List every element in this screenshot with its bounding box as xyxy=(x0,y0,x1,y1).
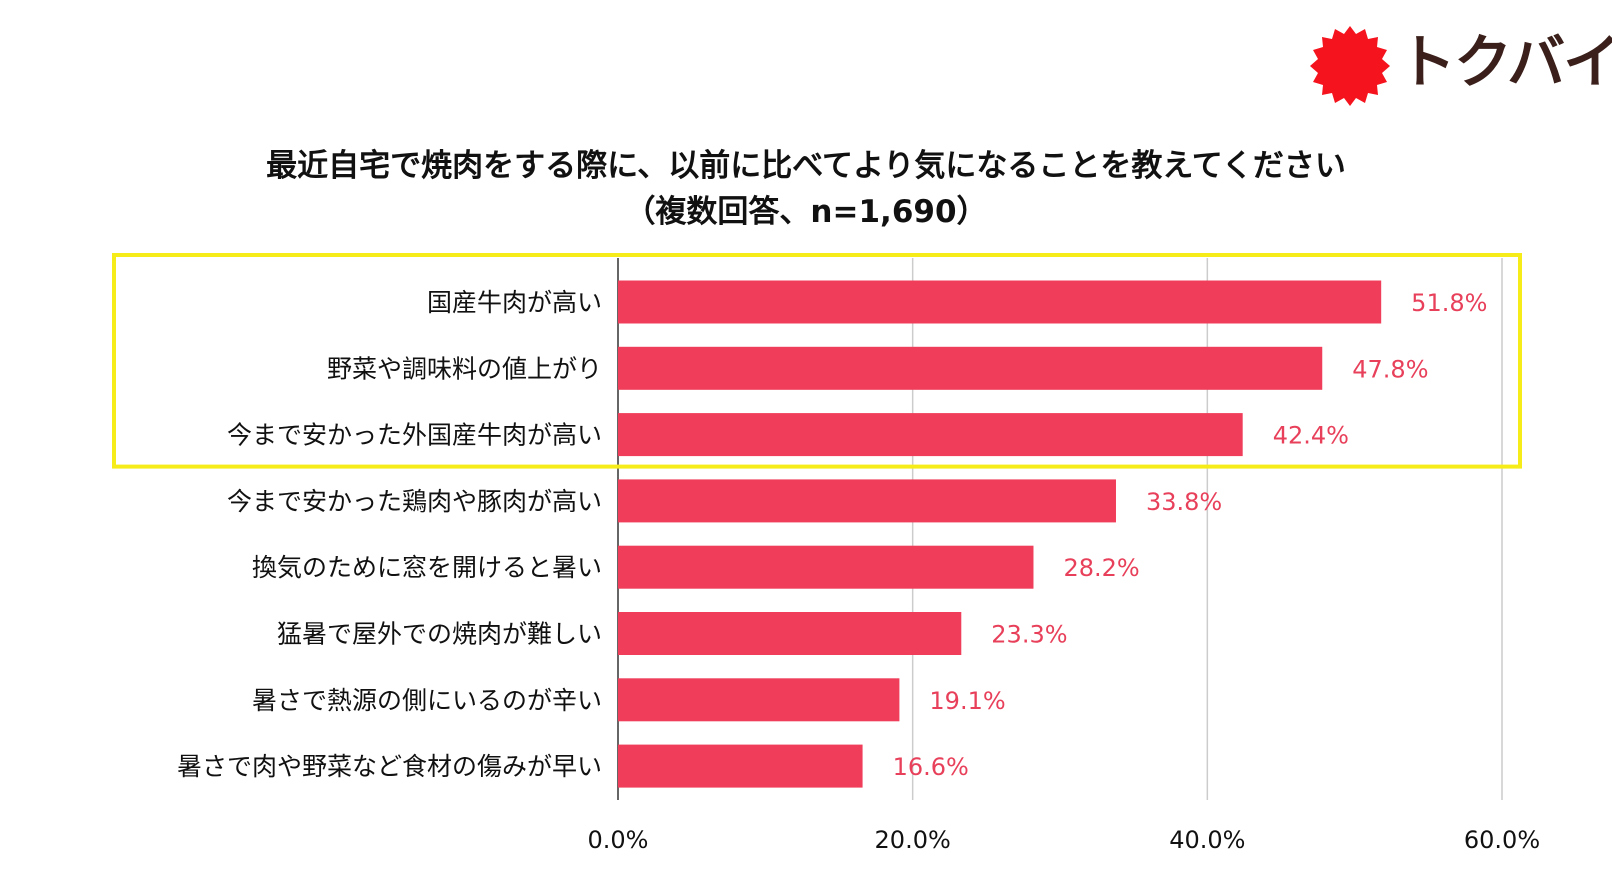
chart-title: 最近自宅で焼肉をする際に、以前に比べてより気になることを教えてください xyxy=(266,148,1346,184)
category-label: 野菜や調味料の値上がり xyxy=(327,354,602,383)
value-label: 47.8% xyxy=(1352,355,1428,383)
category-label: 換気のために窓を開けると暑い xyxy=(252,553,602,582)
category-label: 暑さで肉や野菜など食材の傷みが早い xyxy=(177,752,602,781)
x-tick-label: 20.0% xyxy=(875,826,951,854)
category-label: 国産牛肉が高い xyxy=(427,288,602,317)
x-tick-label: 0.0% xyxy=(588,826,649,854)
value-label: 16.6% xyxy=(893,753,969,781)
bar xyxy=(618,545,1034,589)
bar xyxy=(618,413,1243,457)
highlight-box xyxy=(112,253,1522,469)
bar xyxy=(618,346,1323,390)
value-label: 19.1% xyxy=(929,687,1005,715)
value-label: 23.3% xyxy=(991,621,1067,649)
bar xyxy=(618,479,1116,523)
x-tick-label: 40.0% xyxy=(1169,826,1245,854)
category-label: 今まで安かった外国産牛肉が高い xyxy=(227,421,602,450)
logo-wordmark: トクバイ xyxy=(1398,28,1612,96)
sun-burst-icon xyxy=(1310,26,1390,106)
x-tick-label: 60.0% xyxy=(1464,826,1540,854)
category-label: 今まで安かった鶏肉や豚肉が高い xyxy=(227,487,602,516)
tokubai-logo xyxy=(1310,26,1390,106)
category-label: 猛暑で屋外での焼肉が難しい xyxy=(277,620,602,649)
bar xyxy=(618,612,962,655)
value-label: 28.2% xyxy=(1063,554,1139,582)
value-label: 42.4% xyxy=(1273,422,1349,450)
bar xyxy=(618,744,863,788)
value-label: 51.8% xyxy=(1411,289,1487,317)
bar xyxy=(618,280,1382,324)
bar xyxy=(618,678,900,722)
value-label: 33.8% xyxy=(1146,488,1222,516)
chart-subtitle: （複数回答、n=1,690） xyxy=(624,194,988,230)
category-label: 暑さで熱源の側にいるのが辛い xyxy=(252,686,602,715)
